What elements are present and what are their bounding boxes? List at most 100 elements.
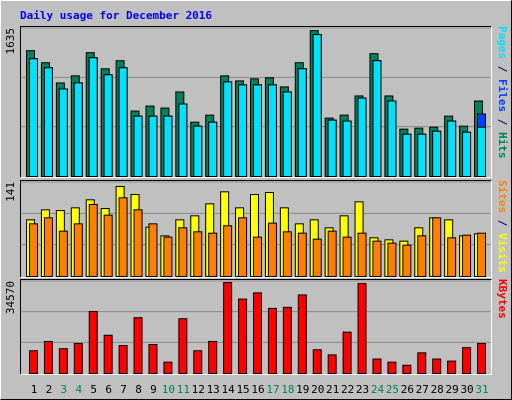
- bar: [372, 240, 382, 278]
- bar: [417, 352, 427, 374]
- x-tick-label: 14: [222, 383, 236, 396]
- bar: [432, 358, 442, 374]
- bar: [223, 81, 233, 177]
- bar: [312, 34, 322, 177]
- x-tick-label: 4: [75, 383, 82, 396]
- bar: [282, 231, 292, 277]
- bar: [372, 60, 382, 177]
- bar: [133, 115, 143, 178]
- bar: [342, 120, 352, 178]
- bar: [178, 318, 188, 374]
- legend: KBytes: [496, 279, 509, 319]
- bar: [58, 230, 68, 278]
- bar: [88, 57, 98, 177]
- bar: [282, 306, 292, 374]
- x-tick-label: 20: [311, 383, 324, 396]
- bar: [402, 244, 412, 278]
- bar: [432, 130, 442, 178]
- legend-entry: Pages: [496, 26, 509, 59]
- legend-entry: Sites: [496, 180, 509, 213]
- bar: [297, 68, 307, 177]
- bar: [253, 84, 262, 177]
- bar: [253, 292, 262, 375]
- bar: [477, 343, 486, 375]
- x-tick-label: 11: [177, 383, 190, 396]
- bar: [223, 225, 233, 277]
- bar: [312, 349, 322, 374]
- x-tick-label: 9: [150, 383, 157, 396]
- bar: [447, 360, 457, 374]
- x-tick-label: 3: [61, 383, 68, 396]
- x-tick-label: 21: [326, 383, 339, 396]
- bar: [103, 334, 113, 375]
- bar: [88, 204, 98, 277]
- bar: [133, 209, 143, 277]
- x-tick-label: 7: [120, 383, 127, 396]
- x-tick-label: 8: [135, 383, 142, 396]
- bar: [297, 294, 307, 375]
- bar: [402, 133, 412, 177]
- plot-border: [20, 279, 492, 375]
- bar: [43, 217, 53, 277]
- bar: [148, 223, 158, 277]
- bar: [267, 307, 277, 375]
- x-tick-label: 18: [281, 383, 294, 396]
- bar: [118, 345, 128, 374]
- x-tick-label: 29: [446, 383, 459, 396]
- bar: [73, 223, 83, 277]
- x-tick-label: 25: [386, 383, 399, 396]
- plot-border: [20, 180, 492, 278]
- bar: [447, 237, 457, 277]
- plot-border: [20, 180, 492, 278]
- bar: [208, 340, 218, 374]
- bar: [58, 88, 68, 177]
- bar: [223, 282, 233, 374]
- bar: [43, 340, 53, 374]
- y-tick-label: 34570: [4, 281, 17, 314]
- bar: [312, 238, 322, 278]
- bar: [103, 214, 113, 278]
- plot-border: [20, 26, 492, 178]
- bar: [238, 217, 248, 277]
- bar: [238, 298, 248, 374]
- bar: [462, 234, 472, 278]
- x-tick-label: 30: [460, 383, 473, 396]
- bar: [462, 131, 472, 177]
- bar: [178, 103, 188, 177]
- x-tick-label: 10: [162, 383, 175, 396]
- bar: [253, 236, 262, 278]
- x-tick-label: 16: [251, 383, 264, 396]
- bar: [342, 236, 352, 278]
- bar: [477, 232, 486, 278]
- bar: [387, 100, 397, 177]
- bar: [193, 231, 203, 277]
- bar: [342, 331, 352, 374]
- bar: [118, 197, 128, 277]
- x-tick-label: 2: [46, 383, 53, 396]
- legend-entry: KBytes: [496, 279, 509, 319]
- y-tick-label: 141: [4, 182, 17, 202]
- bar: [387, 361, 397, 375]
- bar: [357, 232, 367, 278]
- bar: [43, 67, 53, 177]
- y-tick-label: 1635: [4, 28, 17, 55]
- x-tick-label: 26: [401, 383, 414, 396]
- bar: [133, 317, 143, 374]
- bar: [357, 283, 367, 374]
- bar: [462, 347, 472, 374]
- x-tick-label: 1: [31, 383, 38, 396]
- bar: [447, 120, 457, 178]
- bar: [372, 358, 382, 374]
- bar: [238, 84, 248, 177]
- legend-separator: /: [496, 112, 509, 132]
- x-tick-label: 13: [207, 383, 220, 396]
- legend: Pages / Files / Hits: [496, 26, 509, 159]
- x-tick-label: 23: [356, 383, 369, 396]
- bar: [417, 133, 427, 177]
- bar: [193, 350, 203, 374]
- bar: [178, 227, 188, 277]
- bar: [58, 348, 68, 375]
- bar: [148, 344, 158, 374]
- bar: [103, 74, 113, 177]
